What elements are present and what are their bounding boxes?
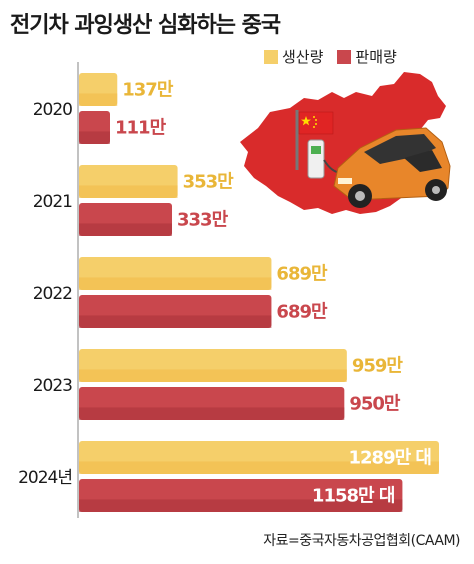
legend: 생산량 판매량 [264, 46, 397, 67]
value-label-production-2020: 137만 [122, 80, 174, 101]
bars-group [79, 73, 439, 512]
bar-shading-production-2023 [79, 369, 347, 382]
value-label-production-2024: 1289만 대 [349, 448, 432, 469]
value-label-sales-2020: 111만 [115, 118, 167, 139]
legend-swatch-production [264, 49, 278, 64]
bar-shading-sales-2021 [79, 223, 173, 236]
legend-label-sales: 판매량 [355, 48, 397, 66]
category-labels-group: 2020 2021 2022 2023 2024년 [18, 100, 73, 488]
source-note: 자료=중국자동차공업협회(CAAM) [263, 533, 460, 549]
category-label-2021: 2021 [33, 192, 72, 212]
bar-shading-production-2024 [79, 461, 439, 474]
legend-item-production: 생산량 [264, 46, 323, 67]
legend-label-production: 생산량 [282, 48, 324, 66]
bar-shading-sales-2024 [79, 499, 403, 512]
bar-shading-production-2021 [79, 185, 178, 198]
value-label-sales-2024: 1158만 대 [312, 486, 395, 507]
bar-shading-sales-2022 [79, 315, 272, 328]
china-flag-icon [295, 110, 334, 170]
value-labels-group: 137만 111만 353만 333만 689만 689만 959만 950만 1289만 대 1… [115, 80, 432, 507]
category-label-2023: 2023 [33, 376, 72, 396]
value-label-sales-2023: 950만 [349, 394, 401, 415]
category-label-2022: 2022 [33, 284, 72, 304]
category-label-2020: 2020 [33, 100, 72, 120]
bar-shading-sales-2023 [79, 407, 345, 420]
value-label-production-2021: 353만 [183, 172, 235, 193]
bar-shading-production-2022 [79, 277, 272, 290]
value-label-sales-2021: 333만 [177, 210, 229, 231]
electric-car-icon [333, 127, 451, 208]
value-label-production-2023: 959만 [352, 356, 404, 377]
value-label-production-2022: 689만 [276, 264, 328, 285]
bar-shading-production-2020 [79, 93, 118, 106]
value-label-sales-2022: 689만 [276, 302, 328, 323]
legend-swatch-sales [337, 49, 352, 64]
chart-title: 전기차 과잉생산 심화하는 중국 [10, 13, 281, 38]
bar-shading-sales-2020 [79, 131, 111, 144]
legend-item-sales: 판매량 [337, 46, 397, 67]
category-label-2024: 2024년 [18, 468, 72, 488]
